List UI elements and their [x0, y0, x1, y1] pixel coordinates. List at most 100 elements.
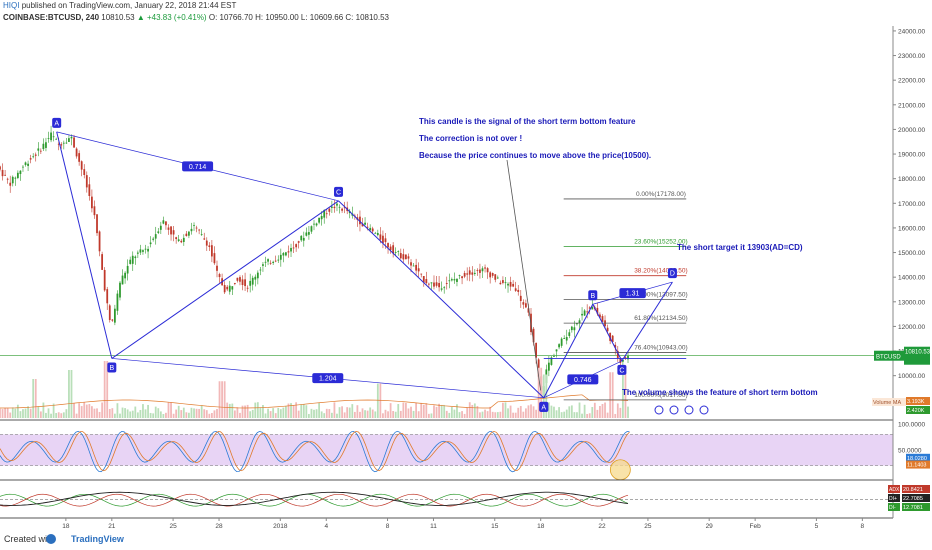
right-pattern-point-label: A — [541, 404, 546, 411]
volume-bar — [308, 413, 310, 418]
candle-body — [223, 285, 226, 293]
candle-body — [208, 245, 211, 247]
candle-body — [330, 206, 333, 208]
left-pattern-point-label: A — [54, 120, 59, 127]
volume-bar — [19, 411, 22, 418]
volume-bar — [180, 410, 183, 418]
volume-bar — [504, 402, 507, 418]
volume-bar — [233, 410, 236, 418]
volume-bar — [624, 365, 627, 418]
candle-body — [448, 280, 451, 282]
volume-bar — [300, 404, 303, 418]
right-pattern-point-label: C — [619, 367, 624, 374]
candle-body — [231, 286, 234, 290]
right-pattern-ratio-label: 0.746 — [574, 377, 592, 384]
y-tick-label: 18000.00 — [898, 176, 925, 183]
candle-body — [73, 137, 75, 148]
rsi-value: 11.1403 — [907, 463, 926, 469]
candle-body — [320, 216, 323, 220]
candle-body — [55, 138, 58, 140]
volume-bar — [27, 406, 29, 418]
volume-bar — [328, 409, 331, 418]
volume-bar — [221, 381, 223, 418]
candle-body — [70, 136, 73, 139]
candle-body — [614, 344, 617, 348]
candle-body — [599, 314, 601, 318]
volume-bar — [185, 412, 188, 418]
candle-body — [272, 261, 275, 263]
candle-body — [583, 310, 586, 316]
volume-bar — [540, 367, 543, 418]
right-pattern-point-badge — [539, 401, 549, 412]
symbol-text[interactable]: COINBASE:BTCUSD, 240 — [3, 13, 100, 22]
volume-bar — [576, 412, 578, 418]
candle-body — [241, 279, 244, 285]
volume-bar — [228, 403, 231, 418]
volume-bar — [553, 406, 555, 418]
candle-body — [152, 238, 155, 240]
volume-bar — [16, 404, 19, 418]
candle-body — [586, 311, 589, 313]
stoch-d-line — [0, 430, 630, 472]
oversold-highlight — [609, 459, 631, 481]
candle-body — [427, 283, 430, 285]
volume-bar — [453, 409, 456, 418]
dmi-pane[interactable] — [0, 491, 893, 507]
candle-body — [131, 255, 134, 264]
candle-body — [83, 169, 86, 176]
volume-bar — [60, 413, 63, 418]
stoch-rsi-pane[interactable] — [0, 430, 893, 481]
candle-body — [37, 148, 40, 151]
volume-bar — [62, 412, 65, 418]
volume-bar — [34, 379, 37, 418]
candle-body — [157, 231, 160, 233]
volume-bar — [152, 413, 155, 418]
volume-bar — [361, 408, 364, 418]
volume-bar — [287, 403, 290, 418]
last-price-value: 10810.53 — [905, 350, 931, 356]
volume-bar — [512, 412, 515, 418]
pattern-overlay[interactable]: 0.00%(17178.00) 23.60%(15252.00) 38.20%(14… — [52, 117, 818, 415]
x-tick-label: 22 — [598, 523, 606, 530]
volume-bar — [236, 407, 239, 418]
candle-body — [479, 269, 481, 273]
volume-bar — [14, 408, 17, 418]
volume-bar — [443, 404, 446, 418]
candle-body — [412, 265, 415, 267]
candle-body — [415, 264, 418, 271]
candle-body — [371, 228, 374, 232]
footer-brand[interactable]: TradingView — [71, 534, 124, 544]
author-link[interactable]: HIQI — [3, 1, 20, 10]
candle-body — [88, 184, 91, 196]
tradingview-logo-icon[interactable] — [46, 534, 56, 544]
candle-body — [486, 268, 489, 273]
right-pattern-point-badge — [617, 364, 627, 375]
volume-bar — [481, 411, 484, 418]
y-tick-label: 12000.00 — [898, 324, 925, 331]
volume-bar — [172, 413, 175, 418]
candle-body — [98, 231, 101, 252]
volume-bar — [542, 374, 545, 418]
volume-bar — [359, 411, 361, 418]
volume-bar — [341, 406, 343, 418]
volume-bar — [422, 404, 425, 418]
dmi-tag — [902, 503, 930, 511]
volume-bar — [272, 408, 275, 418]
annotation-text: Because the price continues to move abov… — [419, 151, 651, 160]
dmi-value: 12.7081 — [903, 505, 923, 511]
volume-bar — [405, 402, 407, 418]
volume-bar — [254, 402, 257, 418]
candle-body — [134, 256, 137, 259]
y-tick-label: 19000.00 — [898, 152, 925, 159]
volume-bar — [622, 365, 624, 418]
fib-level-label: 50.00%(13097.50) — [634, 291, 688, 298]
candle-body — [45, 142, 47, 148]
price-pane[interactable] — [0, 125, 893, 418]
candle-body — [588, 307, 591, 309]
candle-body — [616, 350, 619, 359]
volume-bar — [374, 411, 377, 418]
candle-body — [318, 217, 321, 223]
volume-bar — [93, 408, 96, 418]
volume-bar — [165, 412, 167, 418]
last-price-tag-label: BTCUSD — [876, 355, 901, 361]
